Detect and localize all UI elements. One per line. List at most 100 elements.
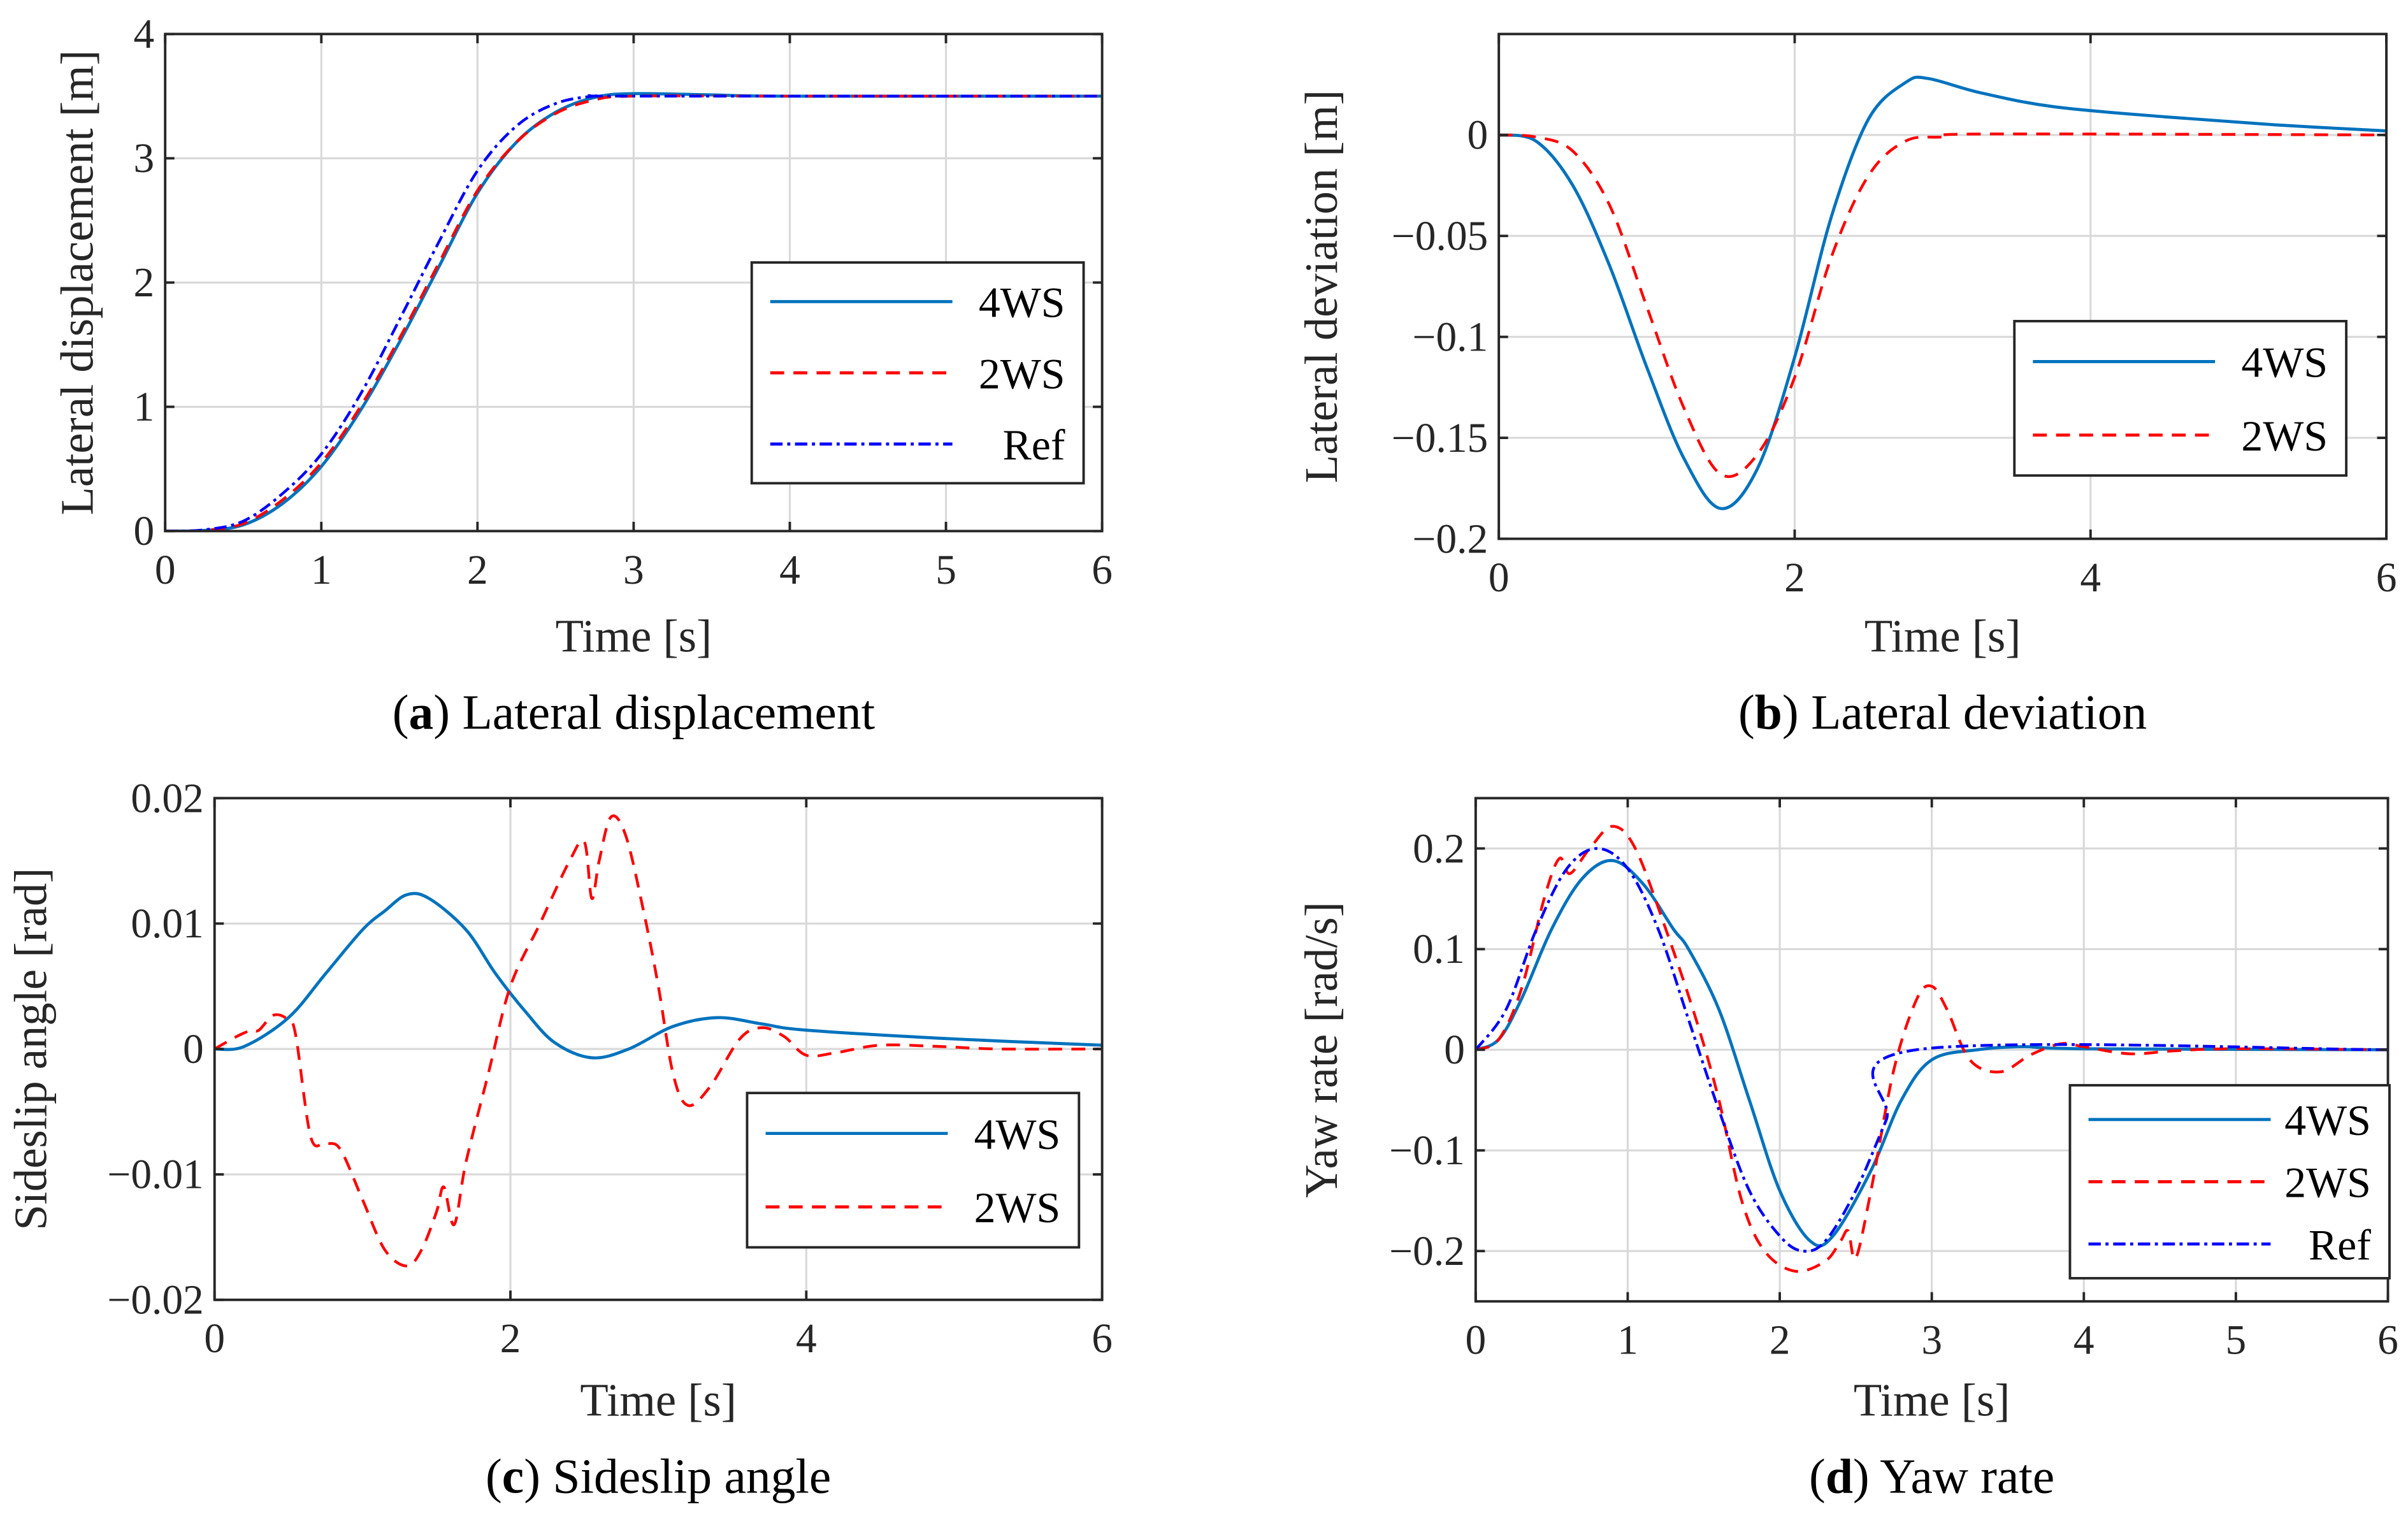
legend: 4WS 2WS <box>746 1092 1081 1249</box>
y-tick-label: −0.1 <box>1413 314 1489 360</box>
x-tick-label: 0 <box>155 547 176 593</box>
y-axis-label: Lateral displacement [m] <box>51 50 103 515</box>
y-tick-label: −0.2 <box>1389 1229 1465 1274</box>
caption-paren-close: ) <box>1853 1449 1870 1504</box>
caption-paren-close: ) <box>1782 684 1799 739</box>
y-tick-label: −0.01 <box>107 1152 203 1198</box>
x-tick-label: 4 <box>2073 1318 2094 1364</box>
caption-text: Lateral displacement <box>450 684 876 739</box>
caption-paren-open: ( <box>486 1449 502 1504</box>
y-tick-label: −0.05 <box>1392 213 1488 259</box>
legend: 4WS 2WS <box>2013 320 2348 477</box>
series-line-2ws <box>214 814 1102 1267</box>
legend-label-2ws: 2WS <box>974 1184 1061 1232</box>
x-tick-label: 5 <box>2226 1318 2247 1364</box>
x-tick-label: 2 <box>1770 1318 1791 1364</box>
series-line-ref <box>1475 847 2388 1253</box>
legend-label-4ws: 4WS <box>2284 1097 2371 1144</box>
y-axis-label: Yaw rate [rad/s] <box>1295 902 1347 1198</box>
x-tick-label: 5 <box>935 547 956 593</box>
x-tick-label: 0 <box>1489 555 1510 601</box>
legend-label-ref: Ref <box>2309 1221 2371 1269</box>
x-tick-label: 4 <box>2080 555 2101 601</box>
y-tick-label: −0.15 <box>1392 415 1488 461</box>
panel-c-sideslip-angle: 0 2 4 6 0.02 0.01 0 −0.01 −0.02 Time [s] Sideslip … <box>5 776 1113 1503</box>
y-tick-label: 0 <box>183 1027 204 1072</box>
panel-caption: (b) Lateral deviation <box>1738 684 2147 739</box>
x-tick-label: 6 <box>2376 555 2397 601</box>
caption-paren-open: ( <box>1809 1449 1826 1504</box>
y-tick-label: 0.01 <box>131 901 203 947</box>
legend-label-4ws: 4WS <box>2241 339 2328 387</box>
y-axis-label: Lateral deviation [m] <box>1295 90 1347 483</box>
series-group <box>1499 75 2387 510</box>
series-group <box>1475 825 2388 1273</box>
x-tick-label: 6 <box>1092 547 1113 593</box>
x-tick-label: 2 <box>467 547 488 593</box>
panel-a-lateral-displacement: 0 1 2 3 4 5 6 0 1 2 3 4 Time [s] Lateral displacement… <box>51 11 1113 739</box>
caption-text: Sideslip angle <box>540 1449 831 1504</box>
y-tick-label: 1 <box>134 384 155 430</box>
y-tick-label: 0.02 <box>131 776 203 821</box>
series-line-4ws <box>1499 75 2387 510</box>
x-tick-label: 2 <box>500 1316 521 1362</box>
legend: 4WS 2WS Ref <box>750 261 1085 485</box>
y-tick-label: 2 <box>134 260 155 306</box>
y-tick-label: −0.2 <box>1413 516 1489 562</box>
legend: 4WS 2WS Ref <box>2068 1084 2391 1280</box>
panel-d-yaw-rate: 0 1 2 3 4 5 6 0.2 0.1 0 −0.1 −0.2 Time [s] Yaw rate [… <box>1295 797 2398 1504</box>
caption-text: Lateral deviation <box>1799 684 2147 739</box>
x-tick-label: 1 <box>311 547 332 593</box>
y-tick-label: 0.2 <box>1413 826 1465 872</box>
x-tick-label: 4 <box>779 547 800 593</box>
x-tick-label: 6 <box>2377 1318 2398 1364</box>
series-line-ref <box>165 94 1102 531</box>
x-tick-label: 6 <box>1092 1316 1113 1362</box>
y-tick-label: −0.1 <box>1389 1128 1465 1174</box>
legend-label-2ws: 2WS <box>2241 412 2328 460</box>
y-tick-label: 0 <box>1444 1027 1465 1073</box>
y-tick-label: 0 <box>1467 113 1489 159</box>
x-tick-label: 0 <box>204 1316 225 1362</box>
legend-label-2ws: 2WS <box>2284 1159 2371 1207</box>
series-group <box>214 814 1102 1267</box>
caption-letter: c <box>502 1449 524 1504</box>
caption-paren-close: ) <box>524 1449 540 1504</box>
series-line-4ws <box>214 892 1102 1060</box>
series-group <box>165 92 1102 531</box>
legend-label-4ws: 4WS <box>974 1111 1061 1159</box>
x-tick-label: 2 <box>1784 555 1805 601</box>
x-tick-label: 3 <box>623 547 644 593</box>
legend-label-4ws: 4WS <box>979 279 1065 327</box>
caption-paren-open: ( <box>1738 684 1755 739</box>
y-tick-label: 3 <box>134 136 155 182</box>
panel-caption: (d) Yaw rate <box>1809 1449 2054 1504</box>
caption-letter: d <box>1826 1449 1853 1504</box>
x-tick-label: 4 <box>796 1316 817 1362</box>
x-tick-label: 3 <box>1921 1318 1942 1364</box>
x-axis-label: Time [s] <box>1864 610 2021 661</box>
caption-letter: b <box>1755 684 1782 739</box>
x-tick-label: 0 <box>1465 1318 1486 1364</box>
series-line-4ws <box>1475 858 2388 1248</box>
axes-box <box>1497 32 2388 540</box>
legend-label-ref: Ref <box>1003 421 1065 469</box>
x-tick-label: 1 <box>1617 1318 1638 1364</box>
y-tick-label: −0.02 <box>107 1278 203 1324</box>
caption-text: Yaw rate <box>1870 1449 2055 1504</box>
x-axis-label: Time [s] <box>1854 1374 2010 1426</box>
legend-box <box>2013 320 2348 477</box>
y-tick-label: 4 <box>134 11 155 57</box>
panel-caption: (a) Lateral displacement <box>393 684 876 739</box>
legend-label-2ws: 2WS <box>979 350 1065 398</box>
x-axis-label: Time [s] <box>580 1374 737 1426</box>
panel-b-lateral-deviation: 0 2 4 6 0 −0.05 −0.1 −0.15 −0.2 Time [s] Lateral d… <box>1295 32 2397 739</box>
panel-caption: (c) Sideslip angle <box>486 1449 831 1504</box>
series-line-2ws <box>1499 132 2387 479</box>
y-tick-label: 0 <box>134 509 155 554</box>
y-tick-label: 0.1 <box>1413 927 1465 972</box>
x-axis-label: Time [s] <box>556 610 712 661</box>
caption-paren-close: ) <box>433 684 450 739</box>
caption-paren-open: ( <box>393 684 409 739</box>
